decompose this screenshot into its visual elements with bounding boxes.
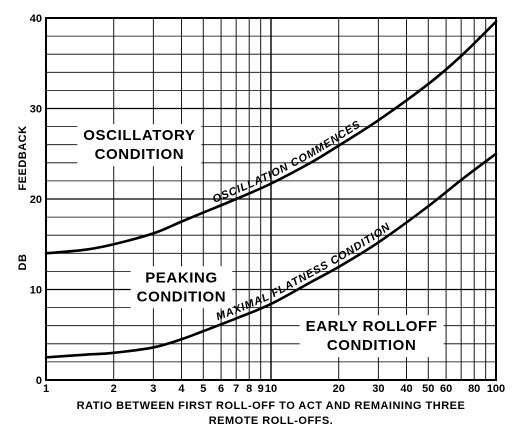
y-axis-label-db: DB — [17, 254, 29, 271]
x-axis-label-line2: REMOTE ROLL-OFFS. — [209, 415, 334, 427]
annotation-early-rolloff: EARLY ROLLOFF CONDITION — [299, 315, 444, 358]
annotation-background — [77, 124, 202, 167]
x-tick-label: 7 — [233, 383, 239, 395]
x-tick-label: 5 — [200, 383, 206, 395]
x-tick-label: 10 — [265, 383, 277, 395]
y-tick-label: 10 — [30, 285, 42, 297]
plot-frame — [45, 17, 497, 381]
x-tick-label: 80 — [468, 383, 480, 395]
annotation-text: OSCILLATORY — [83, 127, 195, 144]
annotation-background — [130, 266, 233, 309]
x-tick-label: 100 — [487, 383, 505, 395]
x-tick-label: 30 — [372, 383, 384, 395]
x-tick-label: 6 — [218, 383, 224, 395]
annotation-text: CONDITION — [137, 288, 227, 305]
x-tick-label: 8 — [246, 383, 252, 395]
region-annotations: OSCILLATORYCONDITIONPEAKINGCONDITIONEARL… — [77, 124, 444, 358]
series-label-text: OSCILLATION COMMENCES — [211, 118, 362, 205]
annotation-oscillatory: OSCILLATORY CONDITION — [77, 124, 202, 167]
x-tick-label: 40 — [400, 383, 412, 395]
x-tick-label: 3 — [150, 383, 156, 395]
series-line — [44, 20, 498, 255]
x-tick-label: 50 — [422, 383, 434, 395]
y-tick-labels: 0 10 20 30 40 — [30, 13, 42, 387]
series-line — [44, 152, 498, 359]
annotation-peaking: PEAKING CONDITION — [130, 266, 233, 309]
y-axis-label-feedback: FEEDBACK — [17, 125, 29, 190]
x-tick-label: 60 — [440, 383, 452, 395]
x-tick-label: 9 — [258, 383, 264, 395]
x-tick-labels: 1 2 3 4 5 6 7 8 9 10 20 30 40 50 60 80 100 — [43, 383, 505, 395]
series-label: OSCILLATION COMMENCES — [211, 118, 363, 205]
annotation-text: CONDITION — [95, 146, 185, 163]
y-tick-label: 30 — [30, 104, 42, 116]
y-tick-label: 20 — [30, 194, 42, 206]
annotation-text: PEAKING — [145, 269, 218, 286]
x-tick-label: 2 — [111, 383, 117, 395]
annotation-background — [299, 315, 444, 358]
x-axis-label-line1: RATIO BETWEEN FIRST ROLL-OFF TO ACT AND … — [77, 400, 466, 412]
annotation-text: EARLY ROLLOFF — [306, 318, 438, 335]
y-tick-label: 0 — [36, 375, 42, 387]
x-tick-label: 20 — [333, 383, 345, 395]
x-tick-label: 4 — [178, 383, 185, 395]
annotation-text: CONDITION — [327, 337, 417, 354]
x-tick-label: 1 — [43, 383, 49, 395]
y-tick-label: 40 — [30, 13, 42, 25]
